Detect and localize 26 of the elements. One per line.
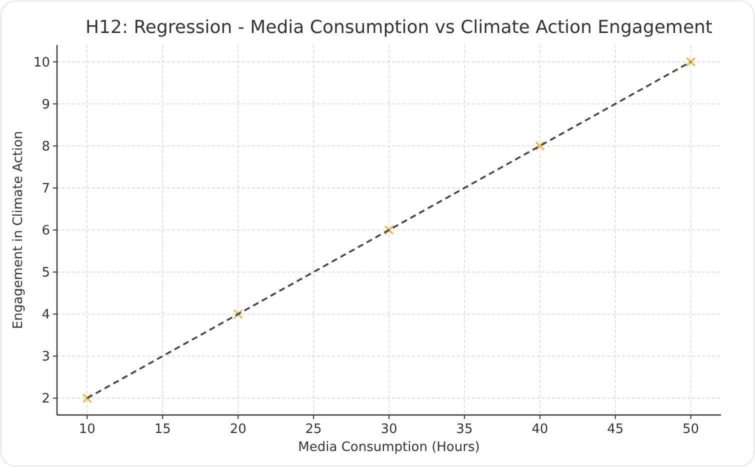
point bbox=[686, 57, 696, 67]
y-tick-label: 7 bbox=[42, 182, 50, 197]
y-tick-label: 3 bbox=[42, 350, 50, 365]
y-tick-label: 8 bbox=[42, 139, 50, 154]
x-tick-label: 40 bbox=[532, 422, 548, 437]
x-tick-label: 25 bbox=[305, 422, 322, 437]
x-tick-label: 30 bbox=[380, 422, 398, 437]
y-tick-label: 10 bbox=[33, 55, 50, 70]
y-axis-title: Engagement in Climate Action bbox=[11, 131, 26, 329]
x-tick-label: 45 bbox=[607, 422, 624, 437]
x-tick-label: 35 bbox=[456, 422, 473, 437]
y-tick-label: 5 bbox=[42, 266, 50, 281]
point bbox=[535, 141, 545, 151]
point bbox=[233, 309, 243, 319]
y-tick-label: 6 bbox=[42, 224, 50, 239]
x-tick-label: 20 bbox=[230, 422, 246, 437]
y-tick-label: 9 bbox=[42, 97, 50, 112]
x-axis-title: Media Consumption (Hours) bbox=[298, 440, 480, 455]
x-tick-label: 15 bbox=[154, 422, 171, 437]
x-tick-label: 10 bbox=[78, 422, 96, 437]
chart-title: H12: Regression - Media Consumption vs Climate Action Engagement bbox=[86, 17, 712, 38]
point bbox=[82, 393, 92, 403]
point bbox=[384, 225, 394, 235]
y-tick-label: 4 bbox=[42, 308, 50, 323]
x-tick-label: 50 bbox=[682, 422, 700, 437]
y-tick-label: 2 bbox=[42, 392, 50, 407]
